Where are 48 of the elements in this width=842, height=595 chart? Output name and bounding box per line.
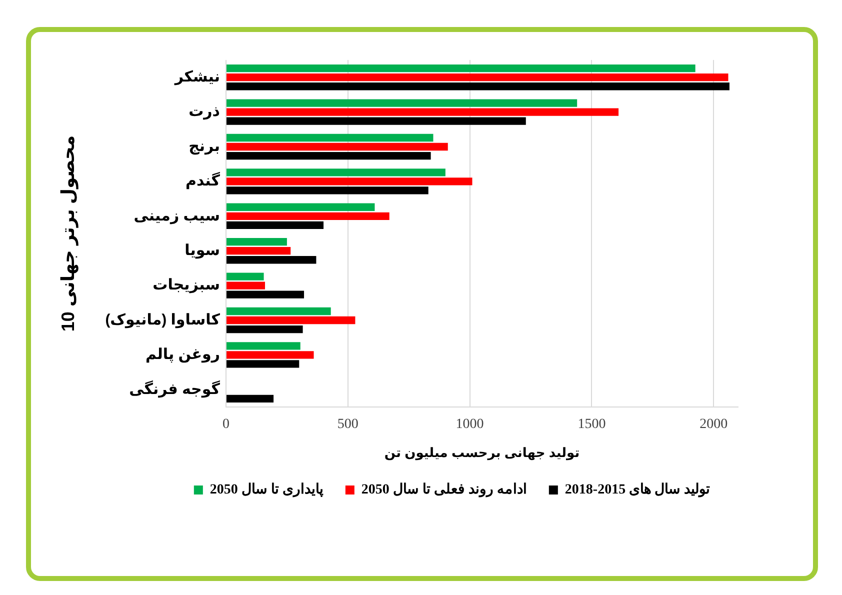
bar: [226, 152, 431, 160]
bar: [226, 360, 300, 368]
bar: [226, 108, 619, 116]
bar: [226, 394, 274, 403]
y-tick-label: سیب زمینی: [134, 207, 220, 224]
bar: [226, 134, 434, 142]
y-tick-label: کاساوا (مانیوک): [105, 311, 220, 328]
bar: [226, 290, 304, 298]
bar: [226, 282, 266, 290]
bar: [226, 142, 448, 151]
bar: [226, 212, 390, 220]
y-tick-label: ذرت: [188, 103, 220, 120]
bar: [226, 178, 472, 186]
bar: [226, 256, 316, 264]
x-axis-title: تولید جهانی برحسب میلیون تن: [384, 444, 580, 461]
bar: [226, 307, 331, 316]
x-tick-label: 500: [337, 417, 358, 432]
x-tick-label: 0: [222, 417, 230, 432]
x-tick-label: 1000: [456, 417, 484, 432]
y-axis-title: 10 محصول برتر جهانی: [58, 135, 79, 332]
y-tick-label: سبزیجات: [152, 276, 220, 294]
bar: [226, 272, 264, 280]
bar: [226, 186, 428, 194]
bar: [226, 238, 287, 246]
legend-label: تولید سال های 2015-2018: [564, 482, 710, 498]
bar: [226, 99, 578, 107]
bar: [226, 82, 730, 90]
bar: [226, 351, 314, 359]
legend-label: پایداری تا سال 2050: [210, 482, 324, 498]
y-tick-label: روغن پالم: [145, 346, 220, 364]
bar: [226, 316, 356, 324]
x-tick-label: 1500: [578, 417, 606, 432]
y-tick-label: گوجه فرنگی: [129, 380, 220, 398]
y-tick-label: برنج: [188, 138, 220, 155]
y-tick-label: گندم: [185, 172, 220, 190]
bar: [226, 117, 526, 125]
bar: [226, 247, 291, 255]
y-tick-label: سویا: [184, 242, 220, 259]
x-tick-label: 2000: [700, 417, 728, 432]
bar: [226, 221, 324, 230]
bar: [226, 325, 303, 334]
bar: [226, 64, 696, 72]
bar: [226, 74, 728, 82]
y-tick-label: نیشکر: [174, 68, 220, 86]
bar: [226, 168, 446, 176]
bar: [226, 203, 375, 211]
bar: [226, 342, 300, 350]
legend-label: ادامه روند فعلی تا سال 2050: [361, 482, 527, 498]
